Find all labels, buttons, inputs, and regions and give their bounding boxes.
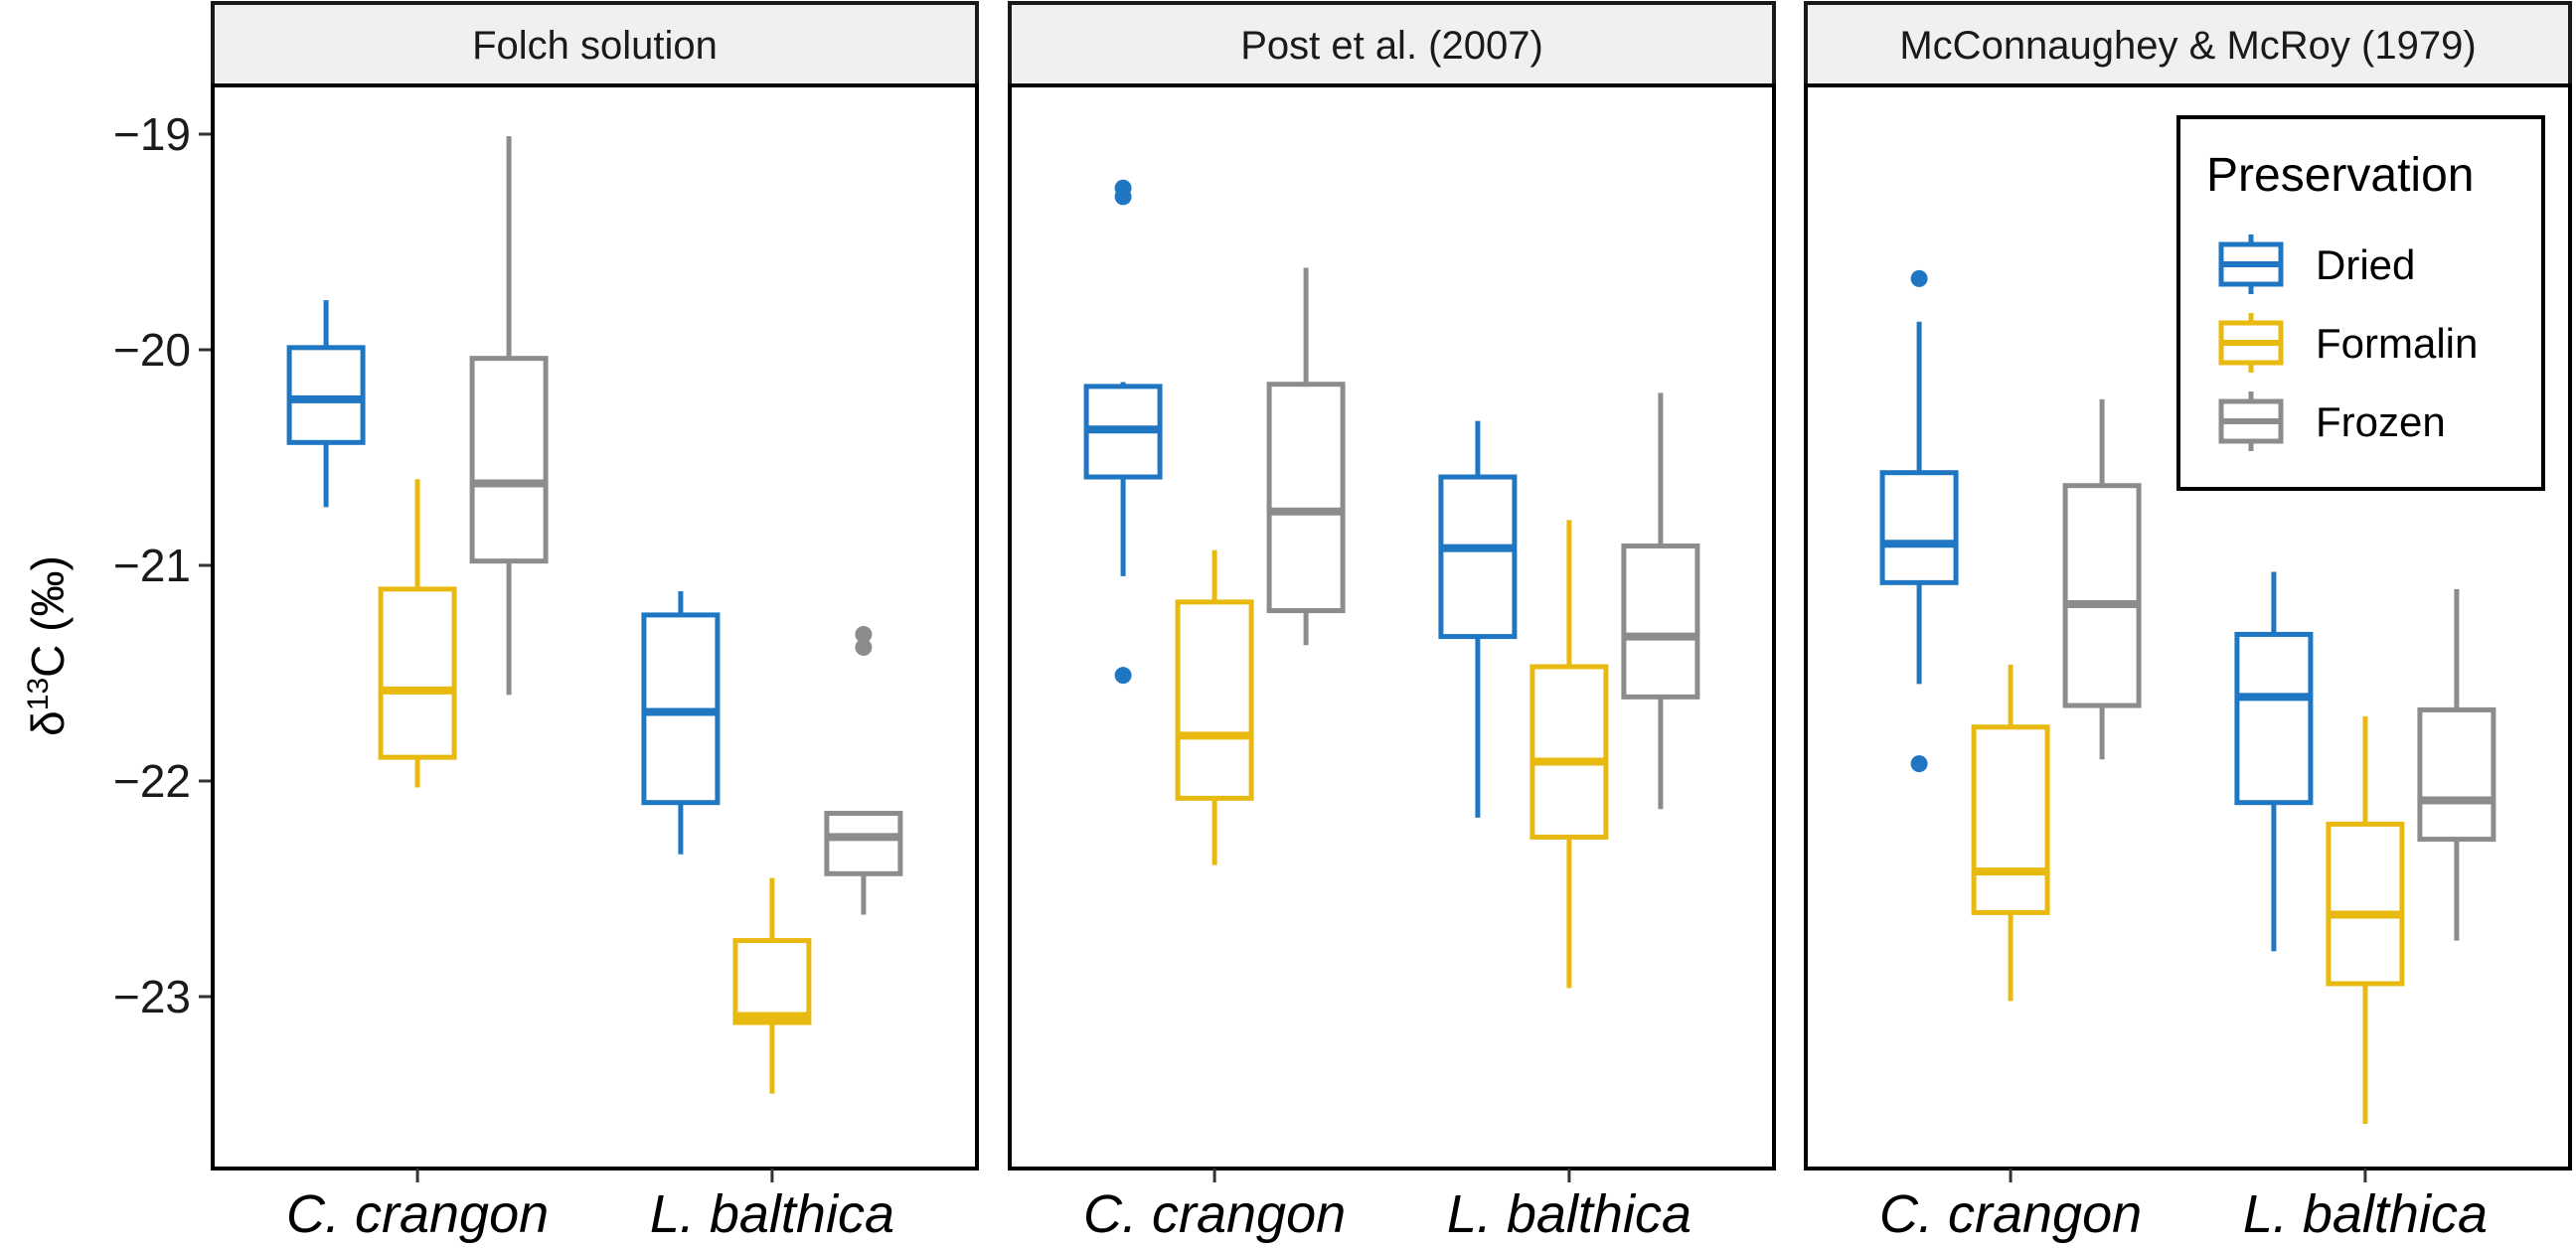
- facet-strip-title: Folch solution: [472, 24, 718, 68]
- legend-title: Preservation: [2206, 149, 2474, 202]
- y-axis-label-superscript: 13: [22, 678, 55, 710]
- box-iqr: [1266, 382, 1346, 614]
- x-tick-label: L. balthica: [2243, 1184, 2488, 1244]
- facet-strip: [1008, 1, 1776, 87]
- box-c-crangon-dried: [1083, 179, 1163, 685]
- legend-item-formalin: Formalin: [2218, 313, 2478, 373]
- facet-strip-title: Post et al. (2007): [1240, 24, 1543, 68]
- panel-frame: [211, 83, 979, 1171]
- box-iqr: [2234, 631, 2314, 806]
- legend-item-label: Formalin: [2316, 320, 2478, 367]
- outlier-point: [855, 638, 873, 656]
- box-l-balthica-formalin: [2326, 715, 2405, 1125]
- x-tick-label: C. crangon: [286, 1184, 549, 1244]
- outlier-point: [855, 625, 873, 643]
- box-iqr: [378, 586, 457, 760]
- box-l-balthica-dried: [641, 591, 721, 855]
- box-iqr: [1530, 664, 1609, 840]
- outlier-point: [1114, 667, 1132, 685]
- box-c-crangon-frozen: [1266, 267, 1346, 646]
- box-iqr: [732, 938, 812, 1025]
- facet-mcconnaughey-mcroy-1979: McConnaughey & McRoy (1979) C. crangon L. …: [1804, 1, 2572, 1244]
- box-c-crangon-frozen: [2062, 398, 2142, 760]
- box-iqr: [1879, 470, 1959, 585]
- x-tick-label: L. balthica: [650, 1184, 894, 1244]
- box-c-crangon-frozen: [469, 136, 549, 696]
- box-iqr: [1971, 724, 2050, 915]
- facet-strip-title: McConnaughey & McRoy (1979): [1899, 24, 2476, 68]
- legend-item-label: Frozen: [2316, 398, 2446, 445]
- box-l-balthica-frozen: [824, 625, 903, 915]
- y-tick-label: −21: [113, 540, 191, 591]
- box-iqr: [1175, 599, 1254, 801]
- box-iqr: [1621, 543, 1700, 700]
- legend: Preservation Dried Formalin Frozen: [2176, 115, 2545, 491]
- x-tick-label: C. crangon: [1083, 1184, 1346, 1244]
- facet-folch-solution: Folch solution C. crangon L. balthica: [211, 1, 979, 1244]
- box-c-crangon-formalin: [1971, 664, 2050, 1002]
- box-iqr: [1438, 474, 1518, 640]
- y-tick-label: −23: [113, 971, 191, 1022]
- box-c-crangon-formalin: [1175, 549, 1254, 865]
- y-axis-label-suffix: C (‰): [22, 555, 74, 678]
- box-iqr: [2417, 706, 2496, 843]
- legend-item-label: Dried: [2316, 241, 2415, 288]
- facet-strip: [211, 1, 979, 87]
- y-axis-label: δ13C (‰): [22, 555, 74, 736]
- legend-item-frozen: Frozen: [2218, 391, 2446, 451]
- outlier-point: [1114, 188, 1132, 206]
- box-iqr: [2326, 821, 2405, 987]
- box-c-crangon-dried: [286, 300, 366, 508]
- box-l-balthica-frozen: [2417, 588, 2496, 941]
- box-c-crangon-formalin: [378, 479, 457, 788]
- legend-item-dried: Dried: [2218, 234, 2415, 294]
- box-l-balthica-formalin: [732, 877, 812, 1094]
- box-c-crangon-dried: [1879, 269, 1959, 773]
- y-tick-label: −20: [113, 324, 191, 376]
- box-l-balthica-dried: [2234, 571, 2314, 952]
- y-tick-label: −22: [113, 755, 191, 807]
- y-axis-label-prefix: δ: [22, 710, 74, 736]
- y-tick-label: −19: [113, 108, 191, 160]
- box-iqr: [286, 345, 366, 445]
- outlier-point: [1910, 269, 1928, 287]
- box-l-balthica-formalin: [1530, 520, 1609, 989]
- x-tick-label: C. crangon: [1879, 1184, 2142, 1244]
- box-iqr: [2062, 483, 2142, 708]
- x-tick-label: L. balthica: [1447, 1184, 1691, 1244]
- facet-strip: [1804, 1, 2572, 87]
- facet-post-et-al-2007: Post et al. (2007) C. crangon L. balthica: [1008, 1, 1776, 1244]
- box-l-balthica-dried: [1438, 420, 1518, 818]
- box-iqr: [469, 356, 549, 564]
- box-iqr: [824, 811, 903, 876]
- box-l-balthica-frozen: [1621, 392, 1700, 810]
- outlier-point: [1910, 755, 1928, 773]
